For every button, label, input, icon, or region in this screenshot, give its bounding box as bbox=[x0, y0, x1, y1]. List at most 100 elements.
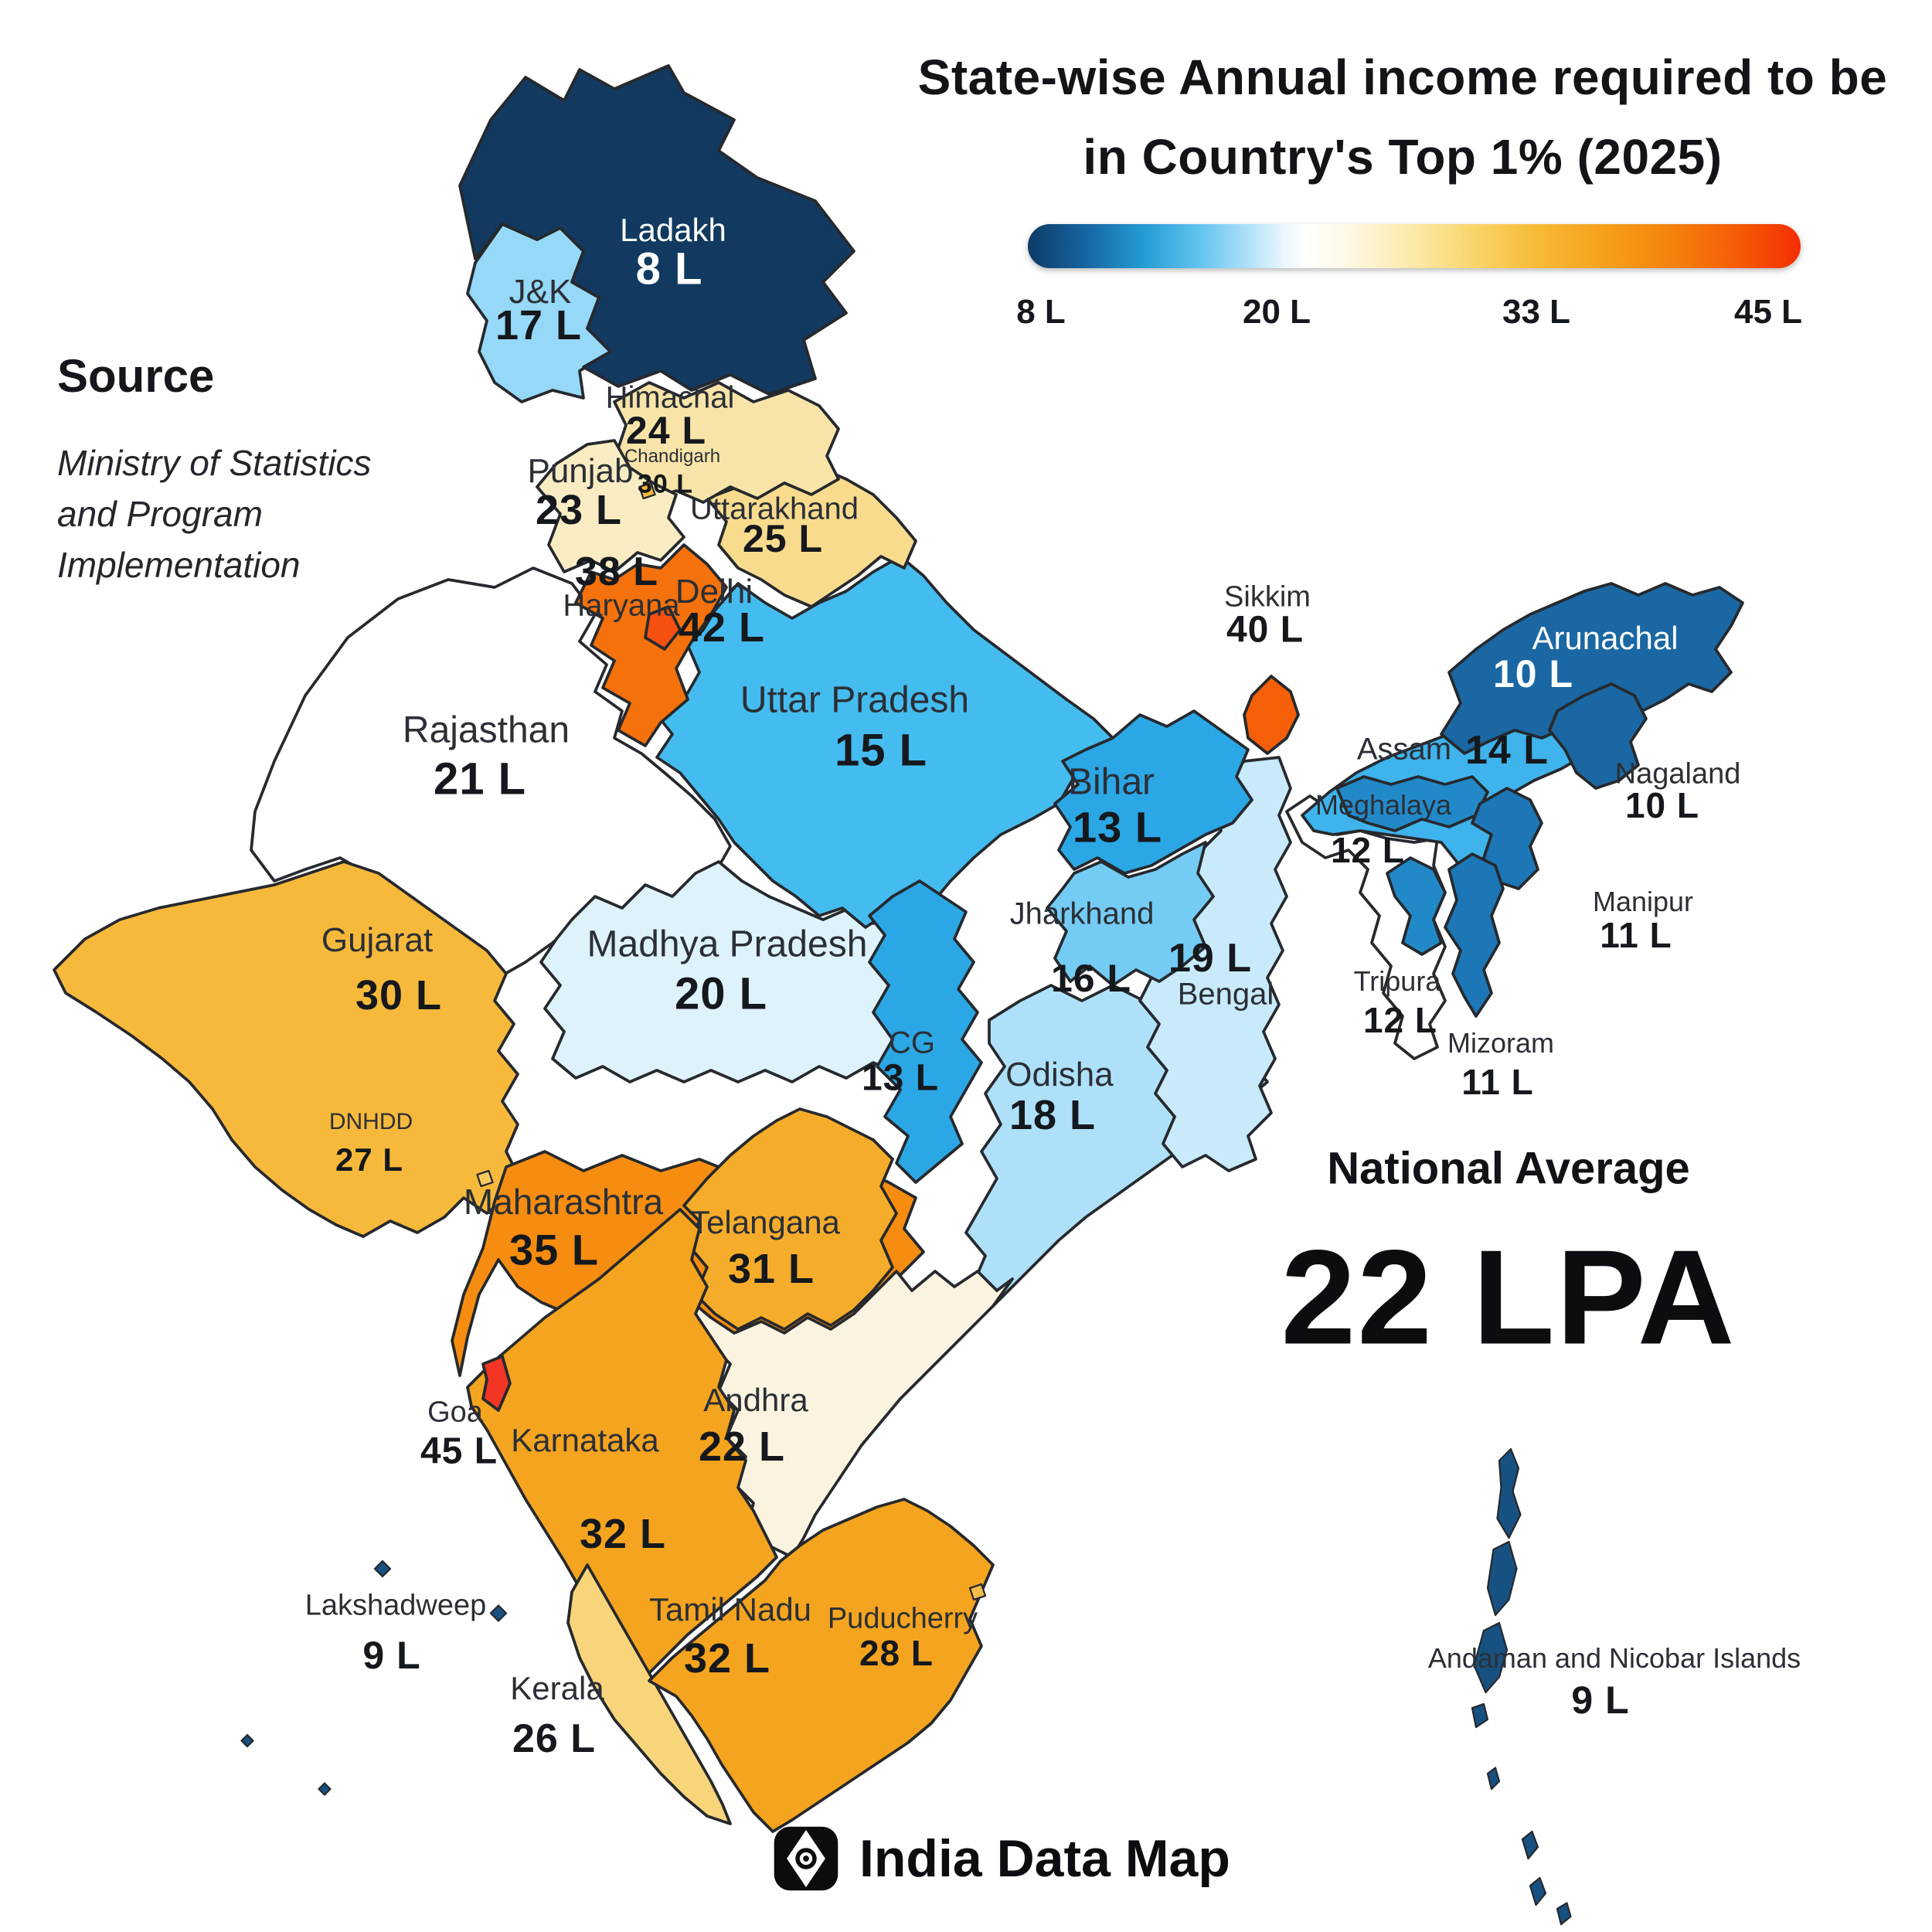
assam-value-label: 14 L bbox=[1464, 728, 1549, 773]
region-kerala bbox=[566, 1563, 732, 1825]
madhya-pradesh-value-label: 20 L bbox=[674, 968, 768, 1019]
madhya-pradesh-name-label: Madhya Pradesh bbox=[587, 923, 868, 965]
region-andaman-nicobar bbox=[1556, 1902, 1572, 1926]
kerala-name-label: Kerala bbox=[510, 1670, 604, 1706]
source-line-3: Implementation bbox=[57, 545, 301, 585]
legend-tick-45l: 45 L bbox=[1733, 293, 1803, 331]
puducherry-value-label: 28 L bbox=[859, 1633, 934, 1673]
source-line-2: and Program bbox=[57, 494, 263, 534]
tripura-value-label: 12 L bbox=[1362, 1000, 1438, 1040]
mizoram-name-label: Mizoram bbox=[1447, 1027, 1555, 1059]
arunachal-value-label: 10 L bbox=[1492, 652, 1574, 696]
diamond-compass-icon bbox=[774, 1826, 838, 1891]
region-sikkim bbox=[1243, 675, 1300, 755]
himachal-value-label: 24 L bbox=[625, 409, 707, 452]
punjab-name-label: Punjab bbox=[527, 452, 634, 490]
chhattisgarh-value-label: 13 L bbox=[861, 1057, 940, 1099]
bihar-value-label: 13 L bbox=[1072, 802, 1163, 852]
chhattisgarh-name-label: CG bbox=[889, 1026, 935, 1060]
region-lakshadweep bbox=[489, 1604, 508, 1622]
goa-name-label: Goa bbox=[427, 1396, 483, 1429]
ladakh-value-label: 8 L bbox=[635, 243, 703, 294]
region-tripura bbox=[1386, 856, 1447, 956]
chandigarh-value-label: 30 L bbox=[637, 469, 694, 499]
source-line-1: Ministry of Statistics bbox=[57, 443, 372, 483]
bihar-name-label: Bihar bbox=[1067, 761, 1155, 803]
maharashtra-name-label: Maharashtra bbox=[463, 1182, 664, 1222]
region-puducherry bbox=[968, 1583, 987, 1601]
region-chandigarh bbox=[638, 481, 656, 500]
jammu-kashmir-name-label: J&K bbox=[509, 273, 572, 311]
rajasthan-value-label: 21 L bbox=[433, 753, 527, 804]
karnataka-value-label: 32 L bbox=[579, 1511, 667, 1557]
goa-value-label: 45 L bbox=[420, 1430, 498, 1472]
legend-tick-8l: 8 L bbox=[1016, 293, 1066, 331]
manipur-value-label: 11 L bbox=[1600, 915, 1672, 955]
gujarat-value-label: 30 L bbox=[355, 972, 443, 1019]
region-ladakh bbox=[458, 64, 855, 396]
region-mizoram bbox=[1444, 852, 1505, 1018]
delhi-value-label: 42 L bbox=[678, 604, 766, 651]
region-jharkhand bbox=[1046, 841, 1215, 987]
region-andaman-nicobar bbox=[1486, 1767, 1501, 1791]
rajasthan-name-label: Rajasthan bbox=[402, 709, 570, 751]
region-nagaland bbox=[1548, 682, 1648, 790]
nagaland-value-label: 10 L bbox=[1624, 785, 1700, 825]
andhra-name-label: Andhra bbox=[703, 1382, 808, 1418]
maharashtra-value-label: 35 L bbox=[509, 1225, 600, 1274]
telangana-name-label: Telangana bbox=[690, 1204, 840, 1240]
delhi-name-label: Delhi bbox=[675, 573, 753, 611]
region-dnhdd bbox=[476, 1169, 494, 1188]
source-heading: Source bbox=[57, 350, 215, 402]
tamil-nadu-value-label: 32 L bbox=[683, 1635, 771, 1682]
uttarakhand-value-label: 25 L bbox=[742, 517, 824, 560]
gujarat-name-label: Gujarat bbox=[321, 921, 434, 959]
mizoram-value-label: 11 L bbox=[1461, 1062, 1534, 1102]
region-andaman-nicobar bbox=[1529, 1876, 1547, 1906]
legend-tick-20l: 20 L bbox=[1242, 293, 1311, 331]
region-andaman-nicobar bbox=[1471, 1702, 1489, 1729]
haryana-name-label: Haryana bbox=[563, 588, 680, 623]
punjab-value-label: 23 L bbox=[535, 487, 623, 533]
lakshadweep-value-label: 9 L bbox=[362, 1634, 421, 1677]
region-andaman-nicobar bbox=[1496, 1447, 1522, 1539]
manipur-name-label: Manipur bbox=[1592, 886, 1694, 917]
telangana-value-label: 31 L bbox=[727, 1246, 815, 1292]
region-lakshadweep bbox=[373, 1560, 392, 1578]
jammu-kashmir-value-label: 17 L bbox=[495, 302, 583, 349]
kerala-value-label: 26 L bbox=[512, 1716, 597, 1761]
andaman-nicobar-value-label: 9 L bbox=[1571, 1679, 1630, 1722]
region-chhattisgarh bbox=[868, 879, 983, 1184]
andaman-nicobar-name-label: Andaman and Nicobar Islands bbox=[1427, 1642, 1801, 1674]
karnataka-name-label: Karnataka bbox=[511, 1422, 659, 1458]
uttarakhand-name-label: Uttarakhand bbox=[690, 492, 859, 526]
meghalaya-value-label: 12 L bbox=[1330, 830, 1406, 870]
region-lakshadweep bbox=[318, 1782, 332, 1796]
national-average-label: National Average bbox=[1327, 1143, 1690, 1194]
sikkim-name-label: Sikkim bbox=[1224, 580, 1311, 614]
odisha-value-label: 18 L bbox=[1009, 1092, 1097, 1138]
puducherry-name-label: Puducherry bbox=[827, 1602, 978, 1635]
sikkim-value-label: 40 L bbox=[1226, 609, 1304, 651]
nagaland-name-label: Nagaland bbox=[1614, 757, 1741, 791]
arunachal-name-label: Arunachal bbox=[1532, 620, 1679, 656]
uttar-pradesh-value-label: 15 L bbox=[834, 725, 928, 776]
dnhdd-value-label: 27 L bbox=[335, 1141, 404, 1178]
national-average-value: 22 LPA bbox=[1281, 1221, 1736, 1372]
legend-gradient-bar bbox=[1028, 224, 1801, 268]
region-delhi bbox=[644, 605, 682, 651]
region-punjab bbox=[536, 439, 685, 573]
jharkhand-name-label: Jharkhand bbox=[1009, 896, 1155, 931]
footer-brand: India Data Map bbox=[773, 1825, 1230, 1892]
andhra-value-label: 22 L bbox=[698, 1423, 786, 1470]
source-body: Ministry of Statistics and Program Imple… bbox=[57, 437, 371, 590]
dnhdd-name-label: DNHDD bbox=[328, 1109, 413, 1134]
tripura-name-label: Tripura bbox=[1353, 965, 1441, 997]
region-bihar bbox=[1053, 709, 1253, 875]
region-andaman-nicobar bbox=[1521, 1830, 1539, 1860]
lakshadweep-name-label: Lakshadweep bbox=[304, 1589, 487, 1622]
brand-name: India Data Map bbox=[859, 1829, 1230, 1888]
jharkhand-value-label: 16 L bbox=[1050, 957, 1132, 1000]
